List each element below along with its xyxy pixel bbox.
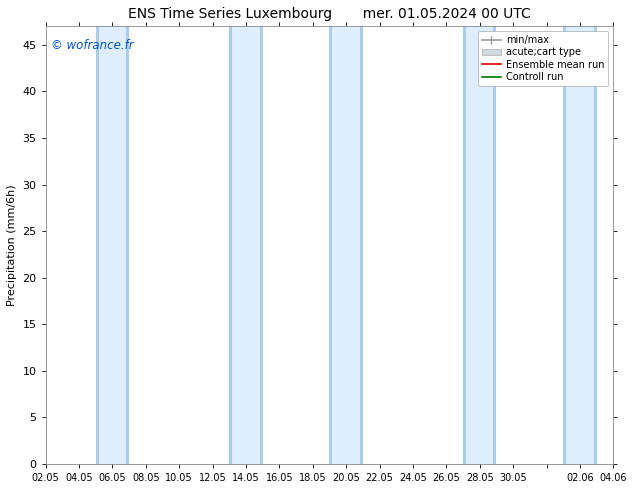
Bar <box>126 26 129 464</box>
Bar <box>330 26 363 464</box>
Bar <box>230 26 232 464</box>
Bar <box>360 26 363 464</box>
Bar <box>96 26 99 464</box>
Title: ENS Time Series Luxembourg       mer. 01.05.2024 00 UTC: ENS Time Series Luxembourg mer. 01.05.20… <box>128 7 531 21</box>
Text: © wofrance.fr: © wofrance.fr <box>51 39 134 52</box>
Bar <box>463 26 496 464</box>
Bar <box>563 26 566 464</box>
Bar <box>230 26 262 464</box>
Bar <box>260 26 262 464</box>
Bar <box>330 26 332 464</box>
Bar <box>593 26 597 464</box>
Bar <box>96 26 129 464</box>
Y-axis label: Precipitation (mm/6h): Precipitation (mm/6h) <box>7 184 17 306</box>
Bar <box>493 26 496 464</box>
Legend: min/max, acute;cart type, Ensemble mean run, Controll run: min/max, acute;cart type, Ensemble mean … <box>478 31 609 86</box>
Bar <box>463 26 466 464</box>
Bar <box>563 26 597 464</box>
